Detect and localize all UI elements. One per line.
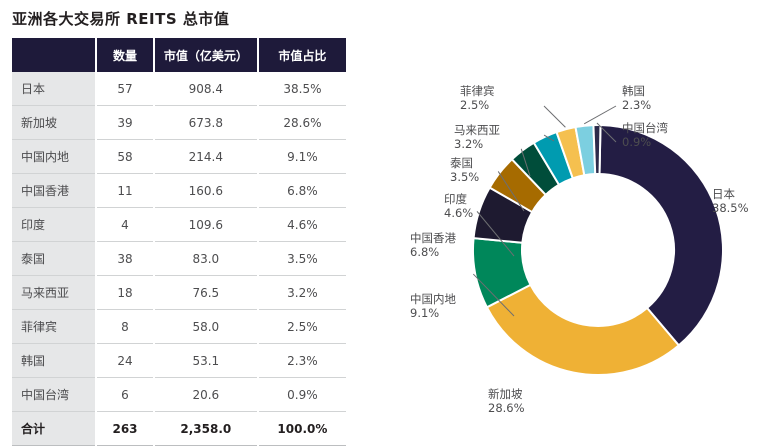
- cell-market-cap: 53.1: [152, 343, 258, 378]
- cell-share: 4.6%: [256, 207, 346, 242]
- leader-line-2: [472, 273, 515, 317]
- table-row: 中国香港 11 160.6 6.8%: [12, 173, 346, 208]
- table-row: 中国内地 58 214.4 9.1%: [12, 139, 346, 174]
- leader-line-4: [497, 171, 525, 212]
- slice-label-value: 9.1%: [410, 306, 439, 320]
- table-row: 新加坡 39 673.8 28.6%: [12, 105, 346, 140]
- cell-count: 24: [95, 343, 154, 378]
- table-total-row: 合计 263 2,358.0 100.0%: [12, 411, 346, 446]
- cell-share: 2.5%: [256, 309, 346, 344]
- cell-country: 新加坡: [12, 105, 97, 140]
- leader-line-9: [596, 122, 617, 143]
- cell-market-cap: 76.5: [152, 275, 258, 310]
- cell-share: 38.5%: [256, 72, 346, 106]
- cell-country: 中国香港: [12, 173, 97, 208]
- slice-label-value: 2.5%: [460, 98, 489, 112]
- page-title: 亚洲各大交易所 REITS 总市值: [12, 10, 230, 28]
- slice-label-value: 28.6%: [488, 401, 525, 415]
- cell-count: 6: [95, 377, 154, 412]
- table-row: 日本 57 908.4 38.5%: [12, 72, 346, 106]
- slice-0: [598, 124, 724, 347]
- cell-count: 11: [95, 173, 154, 208]
- header-cell-market-cap: 市值（亿美元）: [152, 38, 258, 72]
- cell-share: 0.9%: [256, 377, 346, 412]
- cell-country: 马来西亚: [12, 275, 97, 310]
- leader-line-5: [520, 148, 531, 177]
- slice-label-value: 2.3%: [622, 98, 651, 112]
- cell-market-cap: 58.0: [152, 309, 258, 344]
- slice-label-name: 马来西亚: [454, 123, 500, 137]
- slice-label-value: 6.8%: [410, 245, 439, 259]
- slice-label-name: 日本: [712, 187, 735, 201]
- cell-country: 合计: [12, 411, 97, 446]
- slice-label-name: 中国台湾: [622, 121, 668, 135]
- slice-label-value: 3.2%: [454, 137, 483, 151]
- cell-market-cap: 109.6: [152, 207, 258, 242]
- slice-label-value: 4.6%: [444, 206, 473, 220]
- cell-market-cap: 83.0: [152, 241, 258, 276]
- slice-label-name: 新加坡: [488, 387, 523, 401]
- donut-chart: 日本38.5%新加坡28.6%中国内地9.1%中国香港6.8%印度4.6%泰国3…: [410, 84, 749, 415]
- leader-line-6: [543, 134, 555, 142]
- cell-market-cap: 160.6: [152, 173, 258, 208]
- leader-line-8: [583, 105, 617, 125]
- table-header-row: 数量 市值（亿美元） 市值占比: [12, 38, 346, 72]
- cell-count: 8: [95, 309, 154, 344]
- header-cell-share: 市值占比: [256, 38, 346, 72]
- cell-market-cap: 214.4: [152, 139, 258, 174]
- table-row: 泰国 38 83.0 3.5%: [12, 241, 346, 276]
- header-cell-country: [12, 38, 97, 72]
- slice-label-name: 中国香港: [410, 231, 456, 245]
- leader-line-7: [543, 105, 566, 128]
- table-row: 菲律宾 8 58.0 2.5%: [12, 309, 346, 344]
- cell-count: 263: [95, 411, 154, 446]
- cell-count: 57: [95, 72, 154, 106]
- slice-9: [592, 124, 602, 176]
- cell-share: 6.8%: [256, 173, 346, 208]
- cell-market-cap: 2,358.0: [152, 411, 258, 446]
- cell-count: 39: [95, 105, 154, 140]
- slice-label-name: 中国内地: [410, 292, 456, 306]
- cell-count: 38: [95, 241, 154, 276]
- cell-share: 3.2%: [256, 275, 346, 310]
- cell-country: 中国内地: [12, 139, 97, 174]
- cell-market-cap: 908.4: [152, 72, 258, 106]
- slice-label-value: 0.9%: [622, 135, 651, 149]
- table-row: 马来西亚 18 76.5 3.2%: [12, 275, 346, 310]
- cell-country: 韩国: [12, 343, 97, 378]
- cell-country: 泰国: [12, 241, 97, 276]
- cell-country: 印度: [12, 207, 97, 242]
- cell-country: 中国台湾: [12, 377, 97, 412]
- cell-country: 菲律宾: [12, 309, 97, 344]
- slice-label-name: 韩国: [622, 84, 645, 98]
- header-cell-count: 数量: [95, 38, 154, 72]
- cell-country: 日本: [12, 72, 97, 106]
- cell-share: 9.1%: [256, 139, 346, 174]
- table-row: 韩国 24 53.1 2.3%: [12, 343, 346, 378]
- cell-count: 58: [95, 139, 154, 174]
- cell-share: 3.5%: [256, 241, 346, 276]
- cell-count: 18: [95, 275, 154, 310]
- cell-share: 2.3%: [256, 343, 346, 378]
- table-row: 印度 4 109.6 4.6%: [12, 207, 346, 242]
- table-row: 中国台湾 6 20.6 0.9%: [12, 377, 346, 412]
- slice-label-value: 3.5%: [450, 170, 479, 184]
- slice-label-name: 泰国: [450, 156, 473, 170]
- reits-table: 数量 市值（亿美元） 市值占比 日本 57 908.4 38.5% 新加坡 39 673.8…: [12, 38, 346, 446]
- cell-share: 100.0%: [256, 411, 346, 446]
- cell-market-cap: 673.8: [152, 105, 258, 140]
- slice-label-value: 38.5%: [712, 201, 749, 215]
- slice-label-name: 印度: [444, 192, 467, 206]
- cell-share: 28.6%: [256, 105, 346, 140]
- leader-line-3: [476, 211, 515, 257]
- slice-1: [485, 283, 681, 376]
- cell-market-cap: 20.6: [152, 377, 258, 412]
- slice-label-name: 菲律宾: [460, 84, 495, 98]
- cell-count: 4: [95, 207, 154, 242]
